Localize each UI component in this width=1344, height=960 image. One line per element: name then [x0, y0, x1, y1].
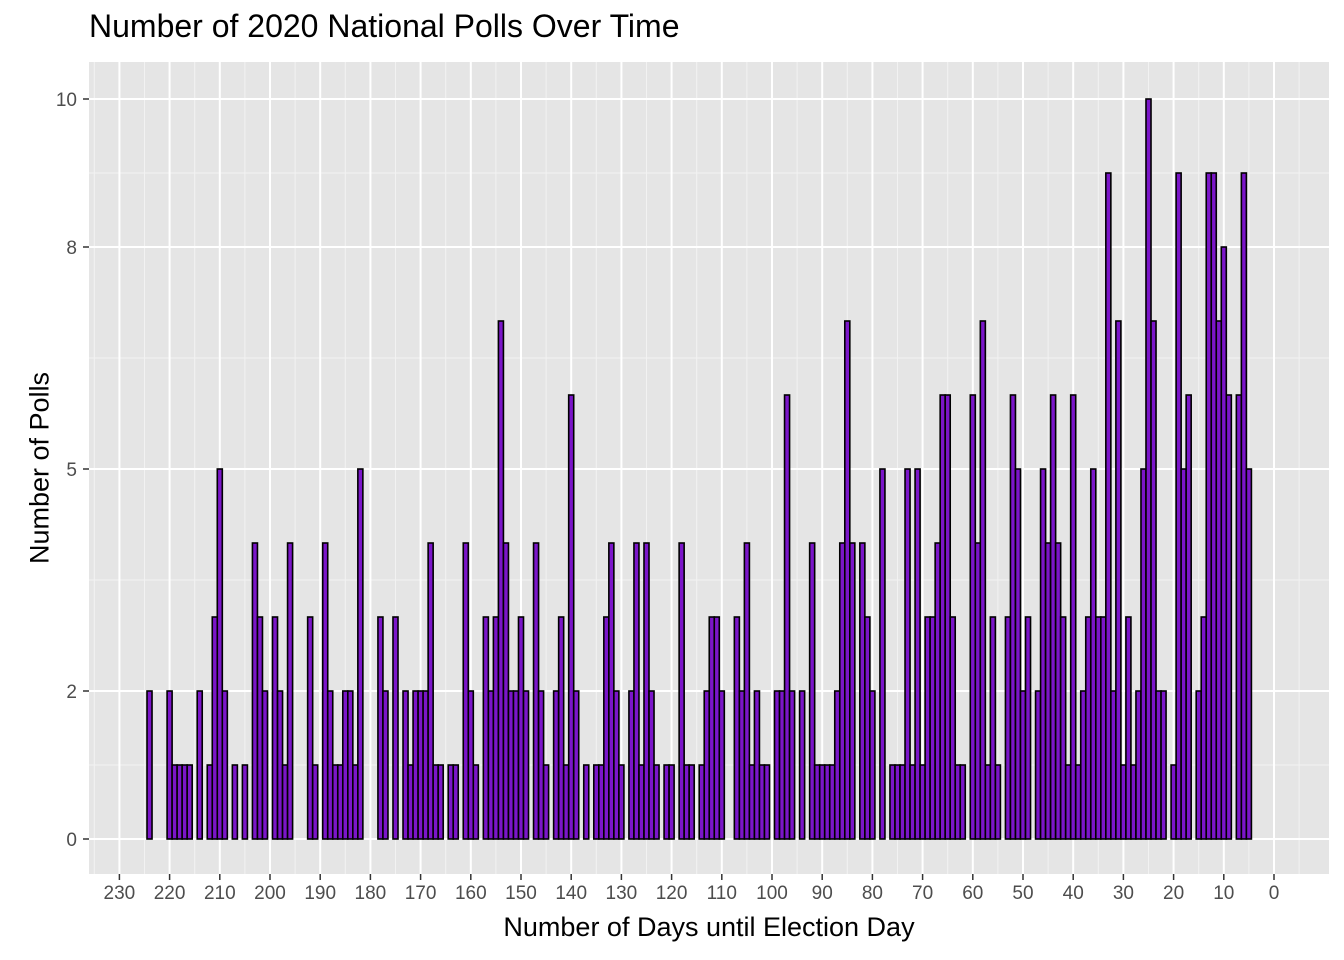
- y-axis-label: Number of Polls: [24, 371, 55, 565]
- bar: [1059, 616, 1067, 840]
- x-tick-label: 120: [656, 883, 688, 904]
- bar: [196, 690, 204, 840]
- bar: [382, 690, 389, 840]
- bar: [743, 542, 751, 840]
- x-tick-label: 90: [812, 883, 833, 904]
- bar: [1069, 394, 1077, 840]
- bar: [783, 394, 791, 840]
- bar: [572, 690, 580, 840]
- bar: [472, 764, 480, 840]
- bar: [914, 468, 921, 840]
- bar: [668, 764, 675, 840]
- x-axis-label: Number of Days until Election Day: [503, 912, 915, 942]
- x-tick-label: 80: [862, 883, 883, 904]
- bar: [186, 764, 193, 840]
- bar: [763, 764, 771, 840]
- x-tick-label: 210: [204, 883, 236, 904]
- bar: [653, 764, 660, 840]
- bar: [633, 542, 640, 840]
- bar: [582, 764, 590, 840]
- bar: [869, 690, 876, 840]
- x-tick-label: 190: [304, 883, 336, 904]
- bar: [557, 616, 565, 840]
- bar: [311, 764, 319, 840]
- bar: [567, 394, 575, 840]
- x-tick-label: 20: [1163, 883, 1184, 904]
- bar: [959, 764, 967, 840]
- x-tick-label: 130: [606, 883, 638, 904]
- bar: [357, 468, 364, 840]
- y-tick-label: 10: [56, 90, 77, 111]
- bar: [427, 542, 434, 840]
- bar: [994, 764, 1002, 840]
- bar: [542, 764, 550, 840]
- bar: [788, 690, 796, 840]
- y-tick-label: 2: [66, 682, 77, 703]
- x-tick-label: 70: [912, 883, 933, 904]
- x-tick-label: 100: [756, 883, 788, 904]
- bar: [618, 764, 625, 840]
- bar: [688, 764, 695, 840]
- bar: [798, 690, 806, 840]
- bar: [452, 764, 460, 840]
- bar: [904, 468, 911, 840]
- bar: [849, 542, 856, 840]
- bar: [879, 468, 886, 840]
- bar: [1150, 320, 1157, 840]
- bar: [808, 542, 816, 840]
- bar: [1225, 394, 1233, 840]
- y-tick-label: 8: [66, 238, 77, 259]
- bar: [1024, 616, 1032, 840]
- bar: [231, 764, 239, 840]
- y-tick-label: 5: [66, 460, 77, 481]
- bar: [1245, 468, 1253, 840]
- x-tick-label: 170: [405, 883, 437, 904]
- bar: [286, 542, 294, 840]
- x-tick-label: 150: [505, 883, 537, 904]
- bar: [1125, 616, 1132, 840]
- bar: [1105, 172, 1112, 840]
- bar: [678, 542, 685, 840]
- bar: [1014, 468, 1022, 840]
- bar: [146, 690, 153, 840]
- x-tick-label: 180: [355, 883, 387, 904]
- bar: [979, 320, 987, 840]
- y-tick-label: 0: [66, 830, 77, 851]
- bar: [221, 690, 229, 840]
- bar: [718, 690, 726, 840]
- bar: [522, 690, 530, 840]
- bar: [1160, 690, 1167, 840]
- bar: [989, 616, 997, 840]
- x-tick-label: 30: [1113, 883, 1134, 904]
- x-tick-label: 50: [1012, 883, 1033, 904]
- x-tick-label: 230: [104, 883, 136, 904]
- x-tick-label: 60: [962, 883, 983, 904]
- bar: [1185, 394, 1192, 840]
- x-tick-label: 140: [555, 883, 587, 904]
- bar: [949, 616, 957, 840]
- bar: [1115, 320, 1122, 840]
- chart-title: Number of 2020 National Polls Over Time: [89, 8, 680, 44]
- bar: [306, 616, 314, 840]
- bar: [241, 764, 249, 840]
- x-tick-label: 0: [1269, 883, 1280, 904]
- x-tick-label: 200: [254, 883, 286, 904]
- x-tick-label: 160: [455, 883, 487, 904]
- bar: [216, 468, 224, 840]
- bar: [437, 764, 444, 840]
- bar: [261, 690, 269, 840]
- x-tick-label: 10: [1213, 883, 1234, 904]
- x-tick-label: 110: [707, 883, 737, 904]
- x-tick-label: 220: [154, 883, 186, 904]
- bar: [392, 616, 399, 840]
- x-tick-label: 40: [1063, 883, 1084, 904]
